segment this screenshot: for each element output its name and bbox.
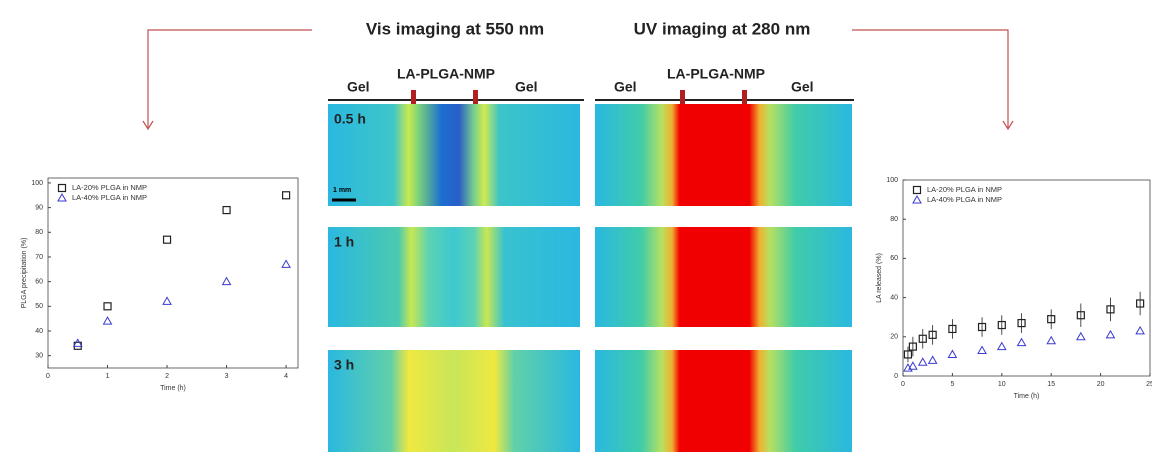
y-tick-label: 100: [31, 180, 43, 187]
marker: [221, 276, 232, 286]
y-tick-label: 50: [35, 303, 43, 310]
center-label: LA-PLGA-NMP: [667, 66, 765, 82]
legend-marker: [912, 185, 922, 195]
marker: [162, 296, 172, 305]
gel-label: Gel: [515, 79, 538, 95]
marker: [947, 349, 958, 358]
marker: [908, 361, 918, 370]
legend-label: LA-40% PLGA in NMP: [927, 195, 1002, 204]
legend-label: LA-20% PLGA in NMP: [72, 183, 147, 192]
time-label: 3 h: [334, 357, 354, 373]
legend-marker: [57, 192, 67, 202]
marker: [997, 320, 1006, 330]
y-tick-label: 60: [890, 255, 898, 262]
gel-label: Gel: [614, 79, 637, 95]
marker: [102, 316, 113, 325]
y-tick-label: 90: [35, 204, 43, 211]
y-tick-label: 20: [890, 334, 898, 341]
y-axis-label: PLGA precipitation (%): [21, 238, 28, 309]
marker: [1047, 315, 1056, 324]
x-tick-label: 3: [225, 373, 229, 380]
marker: [977, 322, 987, 332]
marker: [1135, 325, 1145, 335]
x-tick-label: 25: [1146, 381, 1152, 388]
marker: [1106, 305, 1115, 314]
y-tick-label: 0: [894, 373, 898, 380]
x-tick-label: 15: [1047, 381, 1055, 388]
plot-frame: [902, 179, 1151, 377]
time-label: 0.5 h: [334, 111, 366, 127]
y-tick-label: 70: [35, 254, 43, 261]
marker: [908, 342, 917, 351]
x-tick-label: 4: [284, 373, 288, 380]
x-tick-label: 0: [46, 373, 50, 380]
x-tick-label: 1: [106, 373, 110, 380]
marker: [1016, 337, 1027, 347]
y-tick-label: 100: [886, 177, 898, 184]
marker: [162, 235, 172, 244]
center-label: LA-PLGA-NMP: [397, 66, 495, 82]
legend-label: LA-40% PLGA in NMP: [72, 193, 147, 202]
vis-title: Vis imaging at 550 nm: [366, 19, 544, 38]
y-tick-label: 80: [35, 229, 43, 236]
x-axis-label: Time (h): [1014, 393, 1040, 400]
marker: [281, 259, 291, 268]
marker: [996, 341, 1007, 351]
marker: [927, 355, 938, 364]
marker: [222, 205, 231, 215]
marker: [948, 324, 957, 334]
gel-label: Gel: [791, 79, 814, 95]
marker: [917, 357, 928, 366]
marker: [1136, 299, 1145, 308]
marker: [281, 191, 291, 200]
marker: [1105, 329, 1116, 339]
x-axis-label: Time (h): [160, 385, 186, 392]
legend-marker: [57, 183, 67, 193]
marker: [928, 330, 937, 339]
x-tick-label: 0: [901, 381, 905, 388]
x-tick-label: 10: [998, 381, 1006, 388]
x-tick-label: 20: [1097, 381, 1105, 388]
y-tick-label: 40: [890, 294, 898, 301]
marker: [1076, 311, 1085, 320]
y-tick-label: 80: [890, 216, 898, 223]
marker: [1075, 331, 1086, 341]
marker: [103, 302, 112, 311]
legend-label: LA-20% PLGA in NMP: [927, 185, 1002, 194]
marker: [1017, 318, 1026, 328]
marker: [72, 338, 83, 347]
scale-label: 1 mm: [333, 187, 351, 194]
y-tick-label: 40: [35, 328, 43, 335]
y-axis-label: LA released (%): [876, 253, 883, 303]
x-tick-label: 5: [950, 381, 954, 388]
images: [328, 104, 852, 452]
marker: [918, 334, 927, 343]
x-tick-label: 2: [165, 373, 169, 380]
legend-marker: [912, 194, 922, 204]
arrows: [142, 29, 1014, 131]
y-tick-label: 30: [35, 353, 43, 360]
marker: [977, 345, 987, 355]
uv-title: UV imaging at 280 nm: [634, 19, 811, 38]
gel-label: Gel: [347, 79, 370, 95]
marker: [903, 350, 913, 359]
plot-frame: [47, 177, 299, 369]
marker: [1046, 335, 1057, 345]
time-label: 1 h: [334, 234, 354, 250]
y-tick-label: 60: [35, 278, 43, 285]
boundary-marks: [411, 90, 747, 104]
